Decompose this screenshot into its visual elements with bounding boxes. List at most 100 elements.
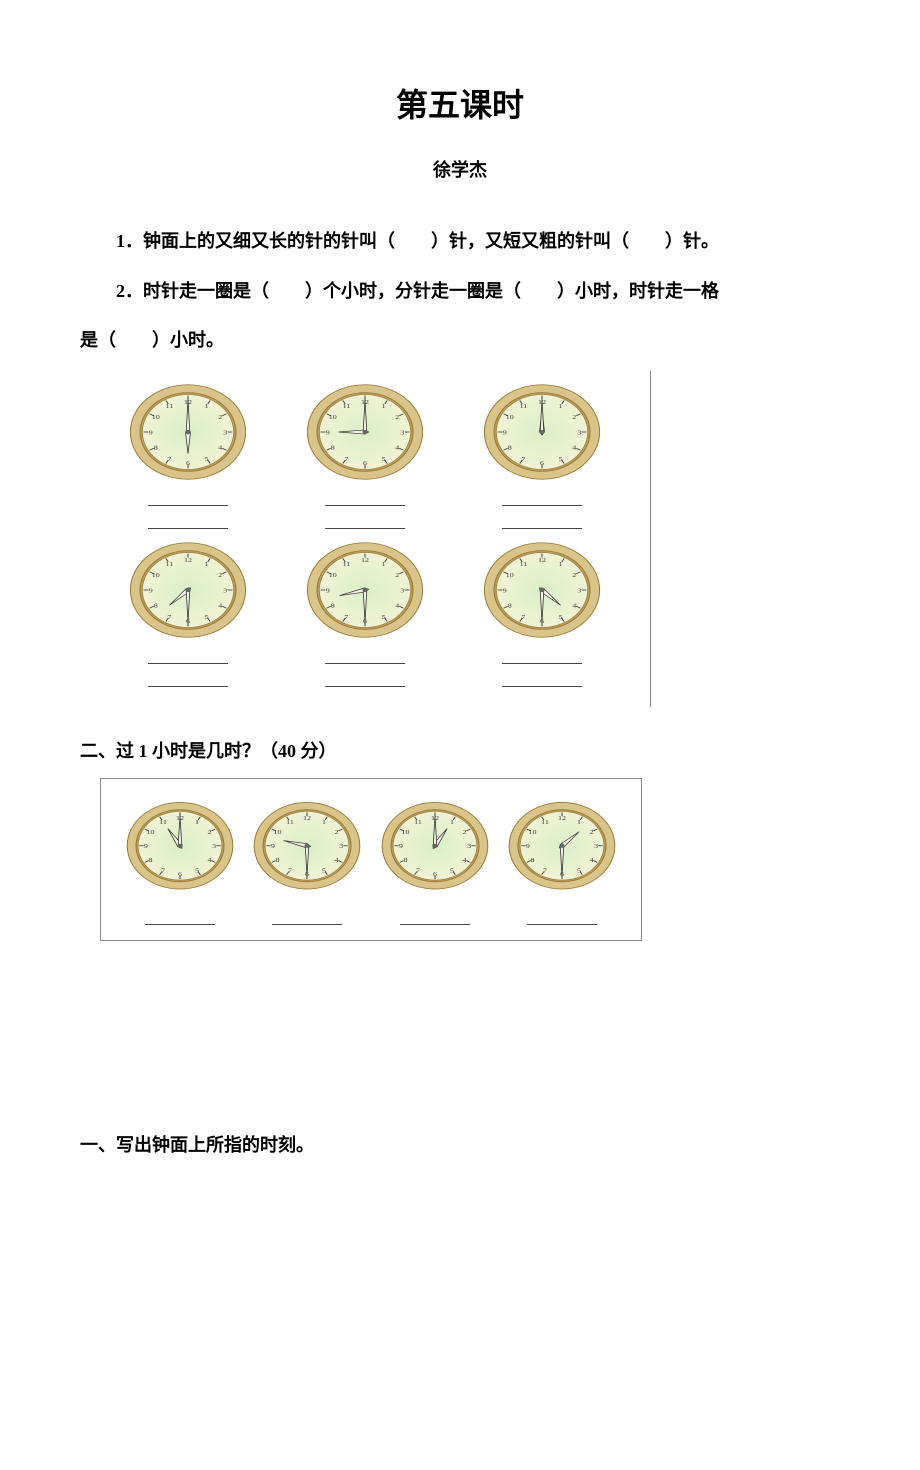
clock-item: 123456789101112 xyxy=(285,381,445,529)
clock-item: 123456789101112 xyxy=(462,381,622,529)
section-2-heading: 二、过 1 小时是几时？（40 分） xyxy=(80,737,840,763)
svg-text:9: 9 xyxy=(526,842,530,850)
clock-face: 123456789101112 xyxy=(380,799,490,893)
svg-text:4: 4 xyxy=(572,601,576,609)
svg-text:1: 1 xyxy=(195,817,199,825)
svg-text:9: 9 xyxy=(502,586,506,594)
svg-text:5: 5 xyxy=(558,454,562,462)
clock-item: 123456789101112 xyxy=(375,799,495,926)
svg-text:10: 10 xyxy=(505,413,513,421)
svg-text:12: 12 xyxy=(538,555,546,563)
svg-text:9: 9 xyxy=(326,428,330,436)
svg-text:11: 11 xyxy=(166,560,174,568)
answer-blank[interactable] xyxy=(325,649,405,664)
svg-text:1: 1 xyxy=(205,402,209,410)
svg-text:5: 5 xyxy=(322,866,326,874)
answer-blank[interactable] xyxy=(145,910,215,925)
svg-text:3: 3 xyxy=(400,586,404,594)
answer-blank[interactable] xyxy=(502,649,582,664)
clock-face: 123456789101112 xyxy=(482,539,602,641)
svg-text:11: 11 xyxy=(343,402,351,410)
section-3-heading: 一、写出钟面上所指的时刻。 xyxy=(80,1131,840,1157)
answer-blank[interactable] xyxy=(502,514,582,529)
svg-text:10: 10 xyxy=(529,828,537,836)
svg-text:4: 4 xyxy=(335,856,339,864)
svg-text:9: 9 xyxy=(502,428,506,436)
worksheet-page: 第五课时 徐学杰 1．钟面上的又细又长的针的针叫（ ）针，又短又粗的针叫（ ）针… xyxy=(0,0,920,1207)
svg-text:5: 5 xyxy=(382,454,386,462)
svg-text:4: 4 xyxy=(395,601,399,609)
svg-text:9: 9 xyxy=(399,842,403,850)
svg-text:7: 7 xyxy=(288,866,292,874)
svg-text:8: 8 xyxy=(154,443,158,451)
svg-text:7: 7 xyxy=(344,454,348,462)
svg-text:10: 10 xyxy=(505,571,513,579)
author-name: 徐学杰 xyxy=(80,156,840,182)
svg-text:2: 2 xyxy=(335,828,339,836)
svg-text:11: 11 xyxy=(414,817,422,825)
answer-blank[interactable] xyxy=(148,491,228,506)
svg-text:8: 8 xyxy=(148,856,152,864)
svg-text:4: 4 xyxy=(462,856,466,864)
clock-face: 123456789101112 xyxy=(252,799,362,893)
clock-face: 123456789101112 xyxy=(128,539,248,641)
answer-blank[interactable] xyxy=(527,910,597,925)
svg-text:5: 5 xyxy=(382,612,386,620)
svg-text:11: 11 xyxy=(286,817,294,825)
svg-text:4: 4 xyxy=(219,601,223,609)
svg-text:1: 1 xyxy=(382,402,386,410)
svg-text:7: 7 xyxy=(161,866,165,874)
svg-text:11: 11 xyxy=(166,402,174,410)
clock-item: 123456789101112 xyxy=(502,799,622,926)
answer-blank[interactable] xyxy=(325,514,405,529)
answer-blank[interactable] xyxy=(148,514,228,529)
svg-text:12: 12 xyxy=(361,555,369,563)
svg-text:7: 7 xyxy=(521,454,525,462)
svg-text:5: 5 xyxy=(577,866,581,874)
clock-grid-1: 123456789101112 123456789101112 12345678… xyxy=(90,371,651,707)
svg-text:1: 1 xyxy=(450,817,454,825)
svg-text:2: 2 xyxy=(219,413,223,421)
svg-text:3: 3 xyxy=(224,428,228,436)
svg-text:10: 10 xyxy=(329,571,337,579)
answer-blank[interactable] xyxy=(400,910,470,925)
clock-face: 123456789101112 xyxy=(482,381,602,483)
svg-text:3: 3 xyxy=(339,842,343,850)
svg-text:2: 2 xyxy=(572,413,576,421)
svg-text:6: 6 xyxy=(186,458,190,466)
svg-text:11: 11 xyxy=(159,817,167,825)
svg-text:8: 8 xyxy=(403,856,407,864)
clock-item: 123456789101112 xyxy=(247,799,367,926)
answer-blank[interactable] xyxy=(148,649,228,664)
svg-text:6: 6 xyxy=(540,458,544,466)
svg-text:5: 5 xyxy=(558,612,562,620)
answer-blank[interactable] xyxy=(325,672,405,687)
svg-text:9: 9 xyxy=(144,842,148,850)
svg-text:9: 9 xyxy=(149,586,153,594)
svg-text:10: 10 xyxy=(329,413,337,421)
svg-text:11: 11 xyxy=(519,402,527,410)
svg-text:8: 8 xyxy=(331,601,335,609)
svg-text:7: 7 xyxy=(521,612,525,620)
clock-item: 123456789101112 xyxy=(285,539,445,687)
svg-text:5: 5 xyxy=(205,454,209,462)
question-2-line2: 是（ ）小时。 xyxy=(80,321,840,361)
svg-text:2: 2 xyxy=(395,413,399,421)
answer-blank[interactable] xyxy=(148,672,228,687)
svg-text:9: 9 xyxy=(271,842,275,850)
svg-text:7: 7 xyxy=(416,866,420,874)
svg-text:7: 7 xyxy=(543,866,547,874)
answer-blank[interactable] xyxy=(325,491,405,506)
answer-blank[interactable] xyxy=(272,910,342,925)
svg-text:1: 1 xyxy=(577,817,581,825)
answer-blank[interactable] xyxy=(502,672,582,687)
svg-text:7: 7 xyxy=(168,612,172,620)
svg-text:2: 2 xyxy=(590,828,594,836)
svg-text:4: 4 xyxy=(590,856,594,864)
svg-text:5: 5 xyxy=(195,866,199,874)
answer-blank[interactable] xyxy=(502,491,582,506)
clock-face: 123456789101112 xyxy=(125,799,235,893)
svg-text:5: 5 xyxy=(450,866,454,874)
svg-text:10: 10 xyxy=(401,828,409,836)
svg-text:6: 6 xyxy=(363,458,367,466)
